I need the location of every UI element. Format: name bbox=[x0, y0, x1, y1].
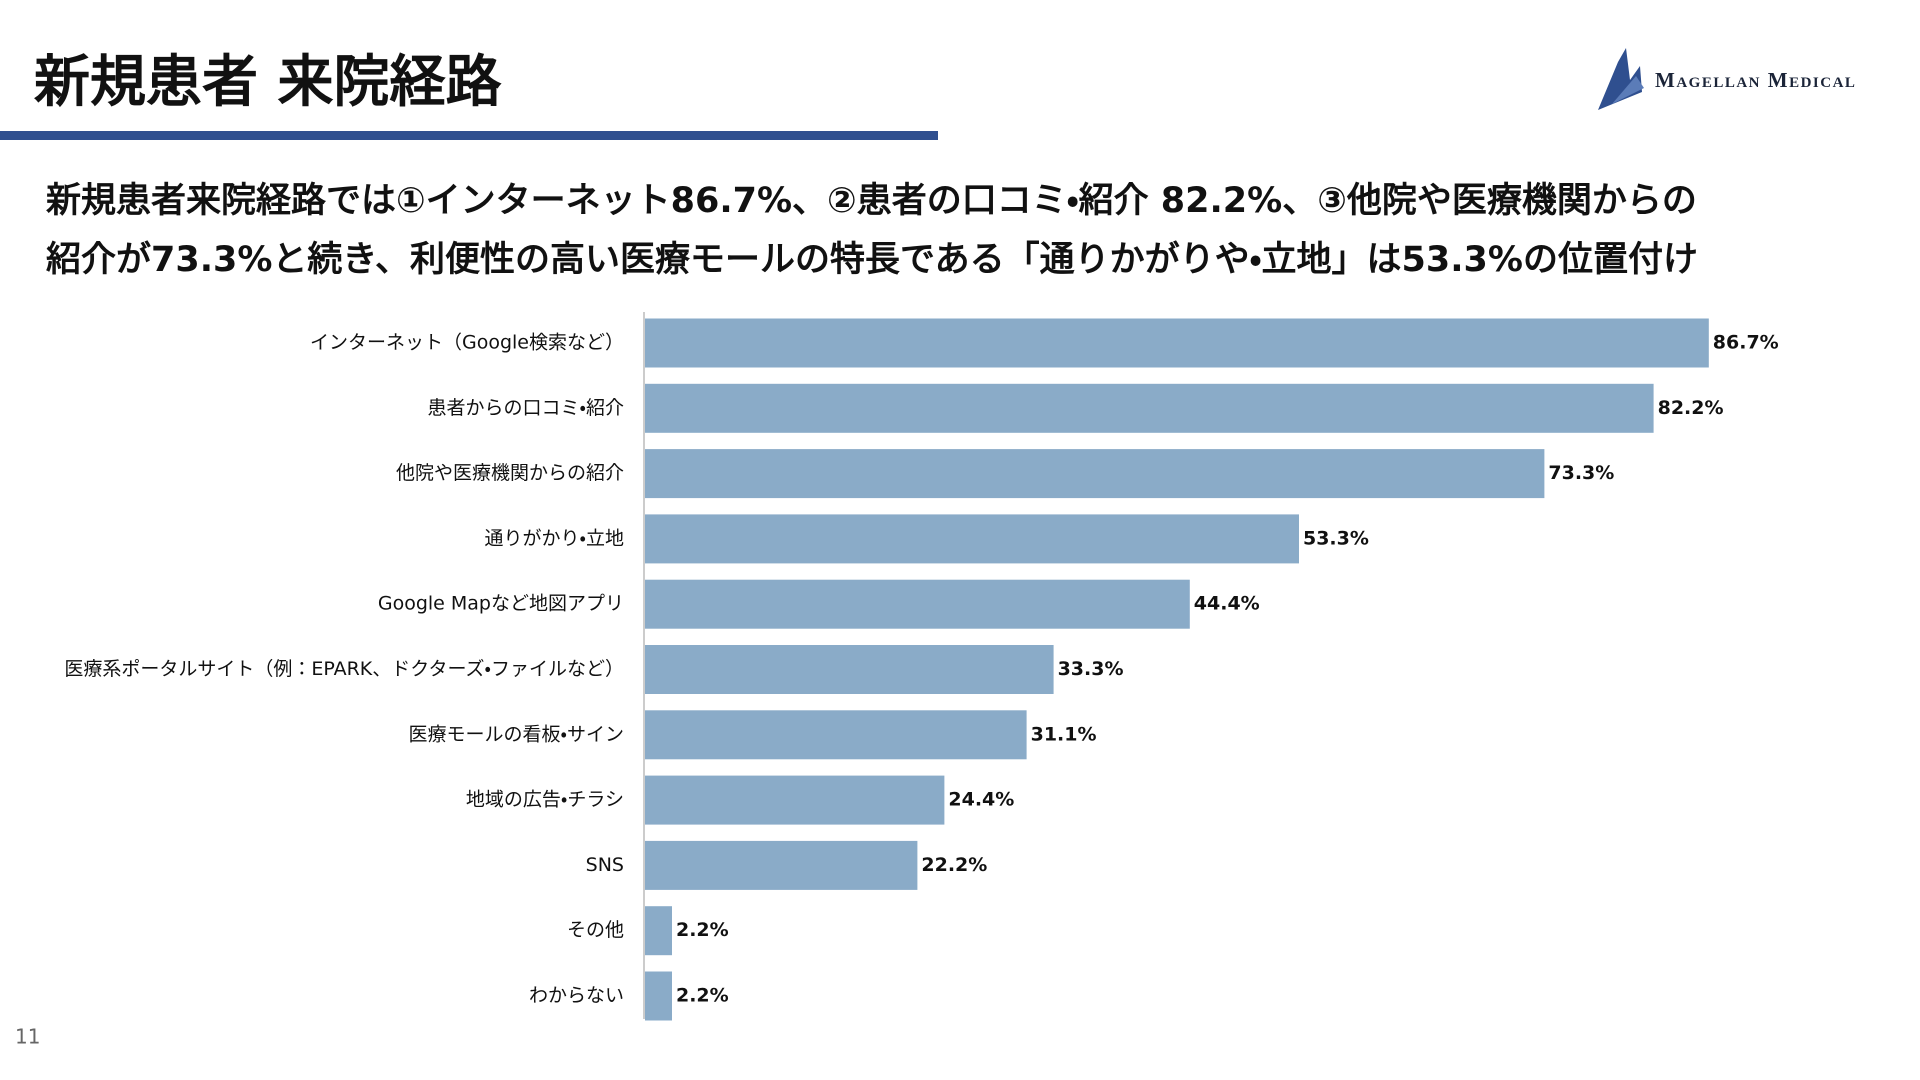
bar bbox=[645, 775, 945, 825]
value-label: 22.2% bbox=[921, 854, 987, 876]
value-label: 86.7% bbox=[1713, 332, 1779, 354]
bar bbox=[645, 840, 918, 890]
category-label: 患者からの口コミ・紹介 bbox=[428, 397, 624, 419]
logo-icon bbox=[1598, 48, 1644, 110]
summary-line: 新規患者来院経路では①インターネット86.7%、②患者の口コミ・紹介 82.2%… bbox=[46, 181, 1697, 221]
category-label: その他 bbox=[567, 919, 624, 941]
slide-title: 新規患者 来院経路 bbox=[34, 50, 502, 115]
value-label: 2.2% bbox=[676, 919, 729, 941]
category-label: 医療モールの看板・サイン bbox=[409, 723, 624, 745]
page-number: 11 bbox=[15, 1025, 40, 1049]
logo-text: Magellan Medical bbox=[1655, 68, 1856, 92]
bar bbox=[645, 645, 1054, 694]
value-label: 31.1% bbox=[1031, 723, 1097, 745]
category-label: わからない bbox=[529, 985, 624, 1007]
value-label: 53.3% bbox=[1303, 527, 1369, 549]
summary-line: 紹介が73.3%と続き、利便性の高い医療モールの特長である「通りかがりや・立地」… bbox=[46, 240, 1698, 280]
bar bbox=[645, 383, 1654, 433]
value-label: 33.3% bbox=[1058, 658, 1124, 680]
bar bbox=[645, 971, 672, 1021]
bar bbox=[645, 906, 672, 956]
category-label: 他院や医療機関からの紹介 bbox=[396, 462, 624, 484]
bar bbox=[645, 710, 1027, 760]
bar bbox=[645, 449, 1545, 499]
category-label: 医療系ポータルサイト（例：EPARK、ドクターズ・ファイルなど） bbox=[64, 658, 624, 680]
bar bbox=[645, 514, 1299, 564]
value-label: 44.4% bbox=[1194, 593, 1260, 615]
title-underline bbox=[0, 131, 938, 140]
category-label: Google Mapなど地図アプリ bbox=[378, 593, 624, 615]
bar bbox=[645, 318, 1709, 368]
category-label: 地域の広告・チラシ bbox=[466, 789, 624, 811]
category-label: SNS bbox=[586, 854, 624, 876]
category-label: インターネット（Google検索など） bbox=[310, 332, 624, 354]
value-label: 24.4% bbox=[948, 789, 1014, 811]
value-label: 2.2% bbox=[676, 985, 729, 1007]
value-label: 82.2% bbox=[1658, 397, 1724, 419]
value-label: 73.3% bbox=[1548, 462, 1614, 484]
bar bbox=[645, 579, 1190, 629]
category-label: 通りがかり・立地 bbox=[485, 527, 624, 549]
